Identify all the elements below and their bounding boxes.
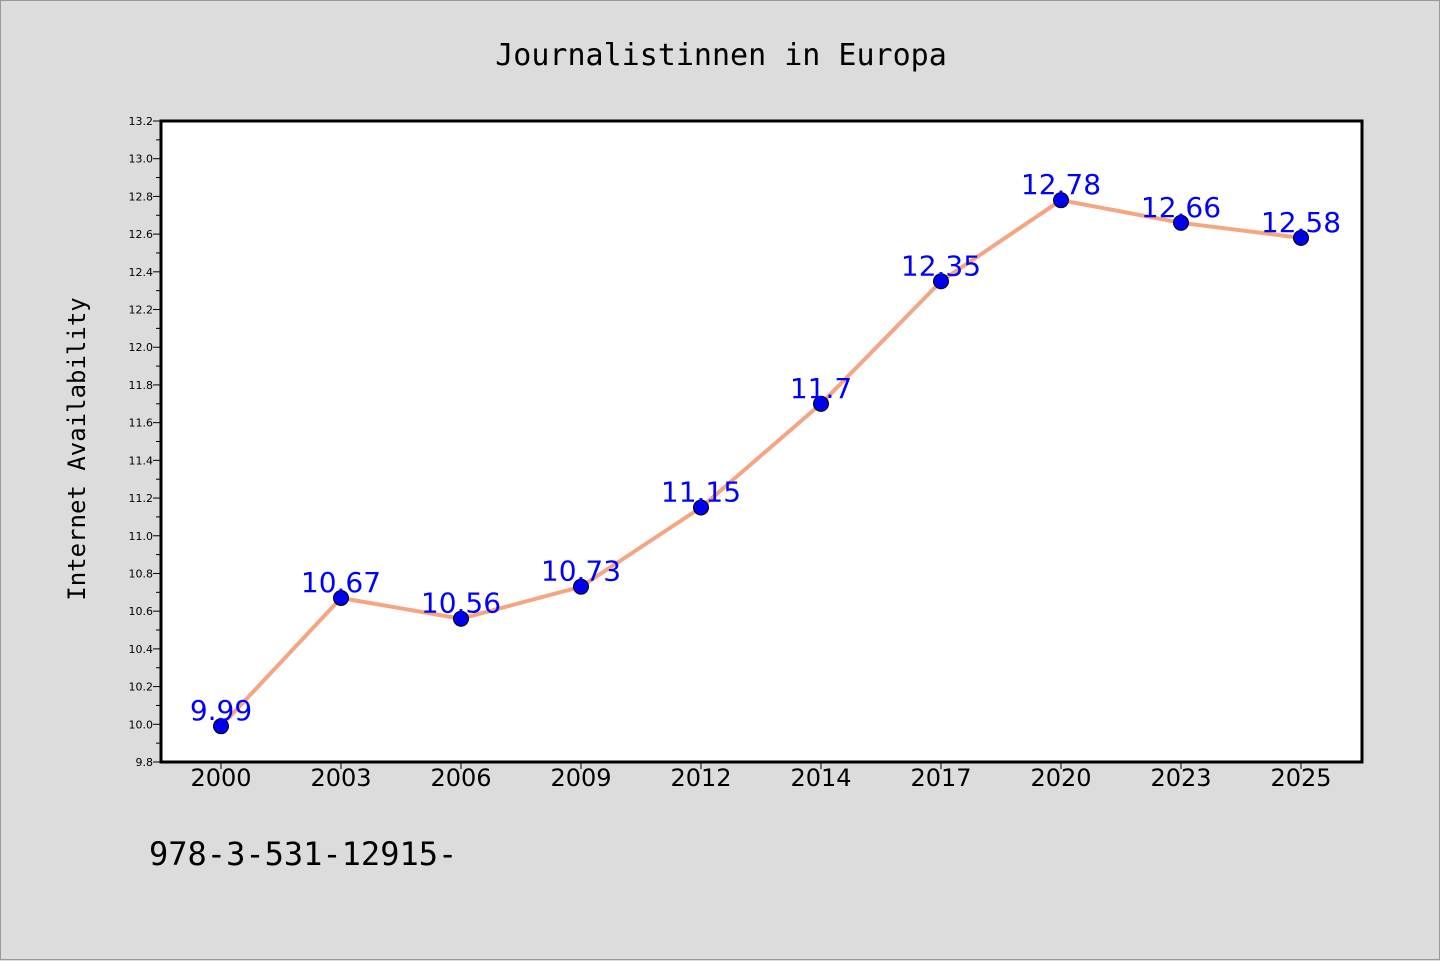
series-line <box>219 198 1303 729</box>
y-tick-label: 10.4 <box>129 643 154 656</box>
data-point <box>573 578 589 595</box>
y-tick-label: 12.6 <box>129 228 154 241</box>
data-point <box>1293 229 1309 246</box>
y-tick-label: 12.2 <box>129 304 154 317</box>
y-tick-label: 11.8 <box>129 379 154 392</box>
y-tick-label: 10.0 <box>129 718 154 731</box>
y-tick-label: 11.4 <box>129 454 154 467</box>
data-point <box>693 499 709 516</box>
x-tick-label: 2012 <box>670 764 731 792</box>
chart-title: Journalistinnen in Europa <box>495 38 947 73</box>
plot-frame <box>159 119 1364 764</box>
series-layer: 9.99 10.67 10.56 10.73 11.15 11.7 12.35 12.78 12… <box>190 168 1341 735</box>
data-point <box>1053 192 1069 209</box>
plot-area <box>161 121 1362 762</box>
data-label: 11.7 <box>790 372 852 405</box>
y-tick-label: 12.8 <box>129 190 154 203</box>
y-tick-label: 10.2 <box>129 681 154 694</box>
data-label: 11.15 <box>661 475 741 508</box>
data-label: 12.58 <box>1261 206 1341 239</box>
x-tick-label: 2009 <box>550 764 611 792</box>
x-tick-label: 2020 <box>1030 764 1091 792</box>
y-tick-label: 12.0 <box>129 341 154 354</box>
data-point <box>1173 214 1189 231</box>
x-tick-label: 2017 <box>910 764 971 792</box>
data-point <box>213 718 229 735</box>
x-tick-label: 2003 <box>310 764 371 792</box>
y-axis-ticks: 9.8 10.0 10.2 10.4 10.6 10.8 11.0 11.2 11.4 11.6 1… <box>129 115 161 769</box>
data-point <box>333 589 349 606</box>
x-axis-ticks: 2000 2003 2006 2009 2012 2014 2017 2020 2023 2025 <box>190 762 1332 792</box>
data-label: 12.78 <box>1021 168 1101 201</box>
data-label: 12.66 <box>1141 191 1221 224</box>
data-label: 10.73 <box>541 555 621 588</box>
y-tick-label: 11.6 <box>129 417 154 430</box>
x-tick-label: 2025 <box>1270 764 1331 792</box>
data-point <box>453 610 469 627</box>
y-tick-label: 11.2 <box>129 492 154 505</box>
x-tick-label: 2006 <box>430 764 491 792</box>
footer-text: 978-3-531-12915- <box>149 835 457 873</box>
x-tick-label: 2014 <box>790 764 851 792</box>
y-tick-label: 10.8 <box>129 567 154 580</box>
y-axis-label: Internet Availability <box>63 297 91 600</box>
data-point <box>813 395 829 412</box>
y-tick-label: 11.0 <box>129 530 154 543</box>
data-label: 10.56 <box>421 587 501 620</box>
data-point <box>933 273 949 290</box>
y-tick-label: 13.2 <box>129 115 154 128</box>
y-tick-label: 12.4 <box>129 266 154 279</box>
y-tick-label: 10.6 <box>129 605 154 618</box>
data-label: 10.67 <box>301 566 381 599</box>
y-tick-label: 13.0 <box>129 153 154 166</box>
data-label: 12.35 <box>901 249 981 282</box>
x-tick-label: 2023 <box>1150 764 1211 792</box>
y-tick-label: 9.8 <box>136 756 154 769</box>
x-tick-label: 2000 <box>190 764 251 792</box>
data-label: 9.99 <box>190 694 252 727</box>
